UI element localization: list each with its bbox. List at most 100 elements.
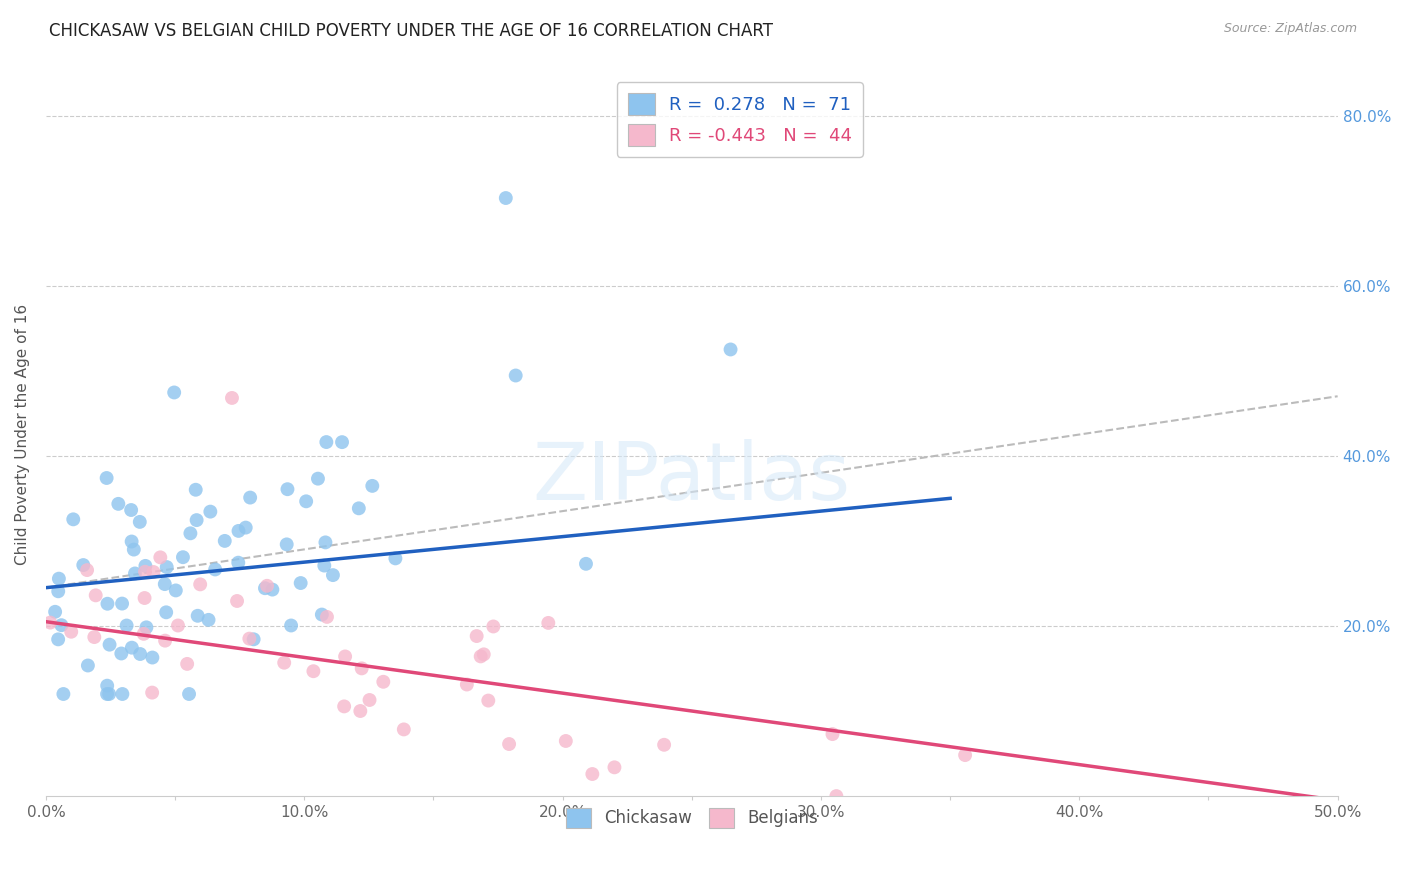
Point <box>821 727 844 741</box>
Point <box>188 577 211 591</box>
Point <box>314 535 336 549</box>
Point <box>156 560 179 574</box>
Point <box>124 566 146 581</box>
Point <box>122 542 145 557</box>
Point <box>384 551 406 566</box>
Point <box>134 591 156 605</box>
Point <box>176 657 198 671</box>
Point <box>307 472 329 486</box>
Point <box>51 618 73 632</box>
Point <box>96 679 118 693</box>
Point <box>149 550 172 565</box>
Point <box>470 649 492 664</box>
Point <box>256 579 278 593</box>
Point <box>276 537 298 551</box>
Point <box>204 562 226 576</box>
Point <box>72 558 94 572</box>
Point <box>48 572 70 586</box>
Point <box>98 687 121 701</box>
Point <box>575 557 598 571</box>
Legend: Chickasaw, Belgians: Chickasaw, Belgians <box>560 801 824 835</box>
Point <box>110 647 132 661</box>
Point <box>273 656 295 670</box>
Point <box>153 633 176 648</box>
Point <box>77 658 100 673</box>
Text: ZIPatlas: ZIPatlas <box>533 439 851 517</box>
Point <box>316 610 339 624</box>
Point <box>115 618 138 632</box>
Point <box>134 558 156 573</box>
Point <box>276 482 298 496</box>
Point <box>825 789 848 803</box>
Point <box>315 435 337 450</box>
Point <box>498 737 520 751</box>
Point <box>132 627 155 641</box>
Point <box>163 385 186 400</box>
Point <box>392 723 415 737</box>
Point <box>96 471 118 485</box>
Point <box>200 505 222 519</box>
Point <box>197 613 219 627</box>
Point <box>347 501 370 516</box>
Point <box>39 615 62 630</box>
Point <box>44 605 66 619</box>
Point <box>505 368 527 383</box>
Point <box>62 512 84 526</box>
Point <box>96 687 118 701</box>
Point <box>333 699 356 714</box>
Point <box>179 526 201 541</box>
Point <box>472 648 495 662</box>
Point <box>83 630 105 644</box>
Text: CHICKASAW VS BELGIAN CHILD POVERTY UNDER THE AGE OF 16 CORRELATION CHART: CHICKASAW VS BELGIAN CHILD POVERTY UNDER… <box>49 22 773 40</box>
Point <box>652 738 675 752</box>
Point <box>456 677 478 691</box>
Point <box>253 581 276 595</box>
Point <box>107 497 129 511</box>
Point <box>172 550 194 565</box>
Point <box>226 594 249 608</box>
Point <box>477 693 499 707</box>
Point <box>262 582 284 597</box>
Point <box>141 650 163 665</box>
Point <box>311 607 333 622</box>
Point <box>554 734 576 748</box>
Point <box>482 619 505 633</box>
Point <box>221 391 243 405</box>
Point <box>295 494 318 508</box>
Point <box>96 597 118 611</box>
Point <box>350 661 373 675</box>
Point <box>177 687 200 701</box>
Point <box>333 649 356 664</box>
Point <box>167 618 190 632</box>
Y-axis label: Child Poverty Under the Age of 16: Child Poverty Under the Age of 16 <box>15 304 30 566</box>
Point <box>359 693 381 707</box>
Point <box>141 685 163 699</box>
Point <box>76 563 98 577</box>
Point <box>129 647 152 661</box>
Point <box>52 687 75 701</box>
Point <box>120 503 142 517</box>
Point <box>165 583 187 598</box>
Point <box>214 533 236 548</box>
Point <box>142 565 165 579</box>
Point <box>121 640 143 655</box>
Point <box>84 588 107 602</box>
Point <box>235 520 257 534</box>
Point <box>330 435 353 450</box>
Point <box>720 343 742 357</box>
Point <box>537 615 560 630</box>
Point <box>111 597 134 611</box>
Point <box>111 687 134 701</box>
Point <box>186 513 208 527</box>
Point <box>314 558 336 573</box>
Point <box>953 748 976 763</box>
Point <box>238 632 260 646</box>
Point <box>46 584 69 599</box>
Point <box>603 760 626 774</box>
Point <box>128 515 150 529</box>
Point <box>495 191 517 205</box>
Point <box>581 767 603 781</box>
Point <box>239 491 262 505</box>
Point <box>134 565 156 579</box>
Point <box>153 577 176 591</box>
